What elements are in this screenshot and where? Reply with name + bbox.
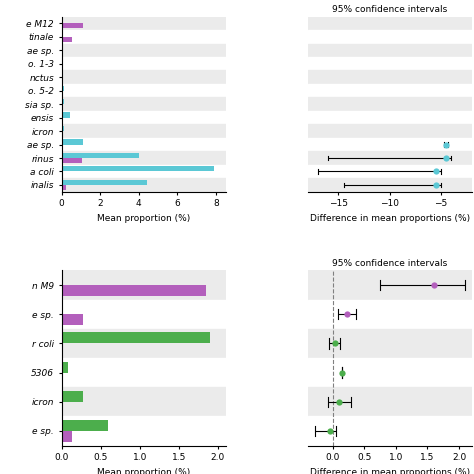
Bar xyxy=(62,285,206,296)
Bar xyxy=(62,151,226,165)
Bar xyxy=(62,358,226,387)
Bar xyxy=(62,362,68,373)
Text: DSS: DSS xyxy=(62,375,80,384)
Bar xyxy=(62,391,82,402)
Bar xyxy=(62,387,226,416)
Bar xyxy=(62,185,66,190)
Bar xyxy=(62,57,226,71)
Bar xyxy=(62,166,214,172)
Bar xyxy=(62,112,70,118)
Bar xyxy=(62,314,82,325)
Bar xyxy=(62,44,226,57)
Bar xyxy=(62,332,210,344)
X-axis label: Difference in mean proportions (%): Difference in mean proportions (%) xyxy=(310,468,470,474)
Bar xyxy=(62,178,226,191)
Bar xyxy=(308,387,472,416)
Bar xyxy=(308,84,472,97)
Bar xyxy=(308,416,472,446)
Bar xyxy=(308,178,472,191)
Bar xyxy=(62,138,226,151)
Bar xyxy=(308,30,472,44)
Bar xyxy=(308,111,472,124)
Bar xyxy=(62,71,226,84)
Bar xyxy=(308,97,472,111)
Bar xyxy=(308,358,472,387)
Bar xyxy=(62,23,83,28)
Bar xyxy=(62,165,226,178)
Bar xyxy=(308,165,472,178)
Bar xyxy=(62,300,226,329)
Bar xyxy=(62,416,226,446)
Bar xyxy=(308,271,472,300)
X-axis label: Difference in mean proportions (%): Difference in mean proportions (%) xyxy=(310,214,470,223)
Bar xyxy=(308,151,472,165)
Bar xyxy=(62,431,72,442)
Bar xyxy=(62,30,226,44)
Bar xyxy=(308,17,472,30)
Bar xyxy=(308,300,472,329)
Bar xyxy=(62,271,226,300)
Bar xyxy=(308,71,472,84)
Bar xyxy=(62,126,64,131)
Bar xyxy=(62,124,226,138)
Bar xyxy=(308,44,472,57)
X-axis label: Mean proportion (%): Mean proportion (%) xyxy=(97,468,190,474)
Bar xyxy=(308,329,472,358)
Bar xyxy=(62,97,226,111)
X-axis label: Mean proportion (%): Mean proportion (%) xyxy=(97,214,190,223)
Bar xyxy=(62,37,72,42)
Bar xyxy=(62,17,226,30)
Title: 95% confidence intervals: 95% confidence intervals xyxy=(332,259,447,268)
Bar xyxy=(62,85,64,91)
Bar xyxy=(62,180,146,185)
Bar xyxy=(62,420,109,431)
Bar xyxy=(308,138,472,151)
Bar xyxy=(62,139,83,145)
Bar xyxy=(62,111,226,124)
Bar xyxy=(62,50,63,55)
Title: 95% confidence intervals: 95% confidence intervals xyxy=(332,5,447,14)
Bar xyxy=(62,153,139,158)
Bar xyxy=(62,99,64,104)
Bar xyxy=(62,158,82,163)
Bar xyxy=(308,57,472,71)
Bar xyxy=(62,84,226,97)
Bar xyxy=(62,329,226,358)
Bar xyxy=(308,124,472,138)
